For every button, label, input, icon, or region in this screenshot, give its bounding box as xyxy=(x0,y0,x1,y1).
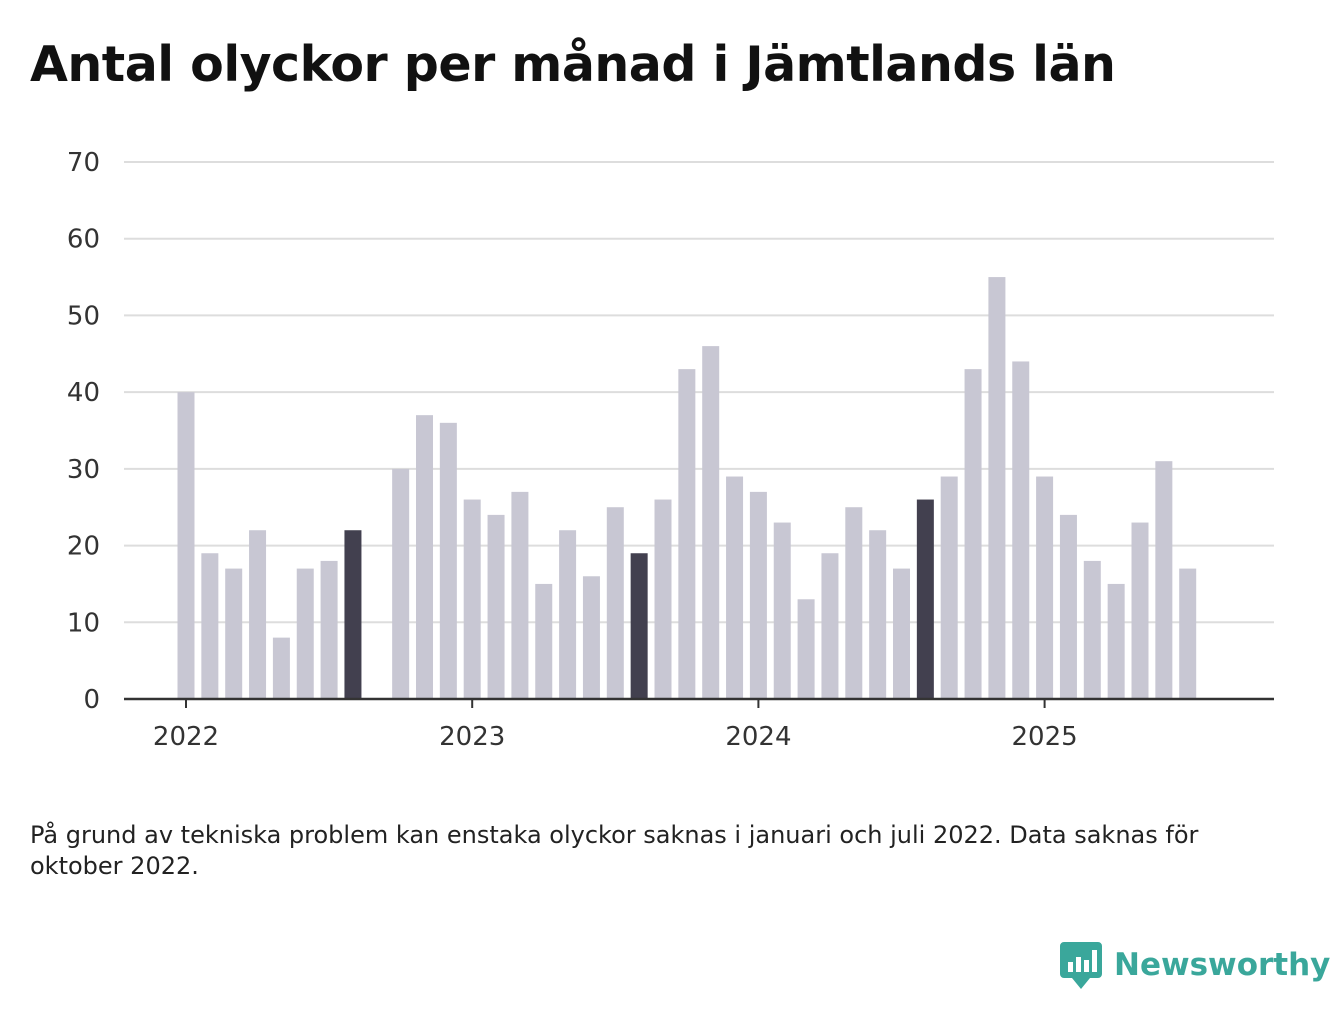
y-tick-label: 50 xyxy=(67,301,100,331)
y-tick-label: 70 xyxy=(67,148,100,178)
bar-2023-01 xyxy=(463,499,481,699)
bar-2022-10 xyxy=(392,468,410,699)
bar-2023-02 xyxy=(487,514,505,699)
bar-2024-12 xyxy=(1012,361,1030,699)
brand: Newsworthy xyxy=(1060,940,1330,990)
bar-2024-09 xyxy=(940,476,958,699)
bar-2025-06 xyxy=(1155,461,1173,699)
bar-2023-03 xyxy=(511,491,529,699)
bar-2025-01 xyxy=(1036,476,1054,699)
bar-2022-03 xyxy=(225,568,243,699)
bar-2023-11 xyxy=(702,346,720,699)
bar-chart: 0 10 20 30 40 50 60 70 2022 2023 2024 2025 17 xyxy=(67,0,1274,752)
bars xyxy=(177,277,1197,699)
bar-2022-07 xyxy=(320,560,338,699)
x-axis: 2022 2023 2024 2025 xyxy=(124,697,1274,752)
bar-2024-05 xyxy=(845,507,863,699)
bar-2023-07 xyxy=(606,507,624,699)
bar-2022-02 xyxy=(201,553,219,699)
bar-2024-08 xyxy=(916,499,934,699)
bar-2023-06 xyxy=(582,576,600,699)
bar-2023-04 xyxy=(535,583,553,699)
bar-2025-03 xyxy=(1083,560,1101,699)
y-tick-label: 0 xyxy=(83,685,100,715)
footnote: På grund av tekniska problem kan enstaka… xyxy=(30,821,1199,880)
bar-2025-05 xyxy=(1131,522,1149,699)
y-tick-label: 60 xyxy=(67,225,100,255)
bar-2024-01 xyxy=(749,491,767,699)
bar-2022-06 xyxy=(296,568,314,699)
data-label-latest: 17 xyxy=(1196,0,1228,6)
bar-2025-07 xyxy=(1179,568,1197,699)
bar-2022-05 xyxy=(272,637,290,699)
bar-2022-08 xyxy=(344,530,362,699)
bar-2024-10 xyxy=(964,369,982,699)
gridlines: 0 10 20 30 40 50 60 70 xyxy=(67,148,1274,715)
newsworthy-logo-icon xyxy=(1060,942,1102,989)
bar-2022-04 xyxy=(249,530,267,699)
y-tick-label: 10 xyxy=(67,608,100,638)
chart-title: Antal olyckor per månad i Jämtlands län xyxy=(30,36,1116,93)
bar-2024-02 xyxy=(773,522,791,699)
bar-2023-10 xyxy=(678,369,696,699)
bar-2023-05 xyxy=(559,530,577,699)
bar-2024-07 xyxy=(893,568,910,699)
x-tick-label: 2022 xyxy=(153,722,219,752)
bar-2025-04 xyxy=(1107,583,1125,699)
bar-2023-08 xyxy=(630,553,648,699)
bar-2023-09 xyxy=(654,499,672,699)
x-tick-label: 2023 xyxy=(439,722,505,752)
bar-2024-03 xyxy=(797,599,815,699)
x-tick-label: 2024 xyxy=(725,722,791,752)
bar-2025-02 xyxy=(1059,514,1077,699)
data-labels: 17 xyxy=(1196,0,1228,6)
y-tick-label: 30 xyxy=(67,455,100,485)
bar-2022-01 xyxy=(177,392,195,699)
bar-2022-11 xyxy=(416,415,433,699)
bar-2024-11 xyxy=(988,277,1006,699)
y-tick-label: 40 xyxy=(67,378,100,408)
bar-2024-06 xyxy=(869,530,887,699)
x-tick-label: 2025 xyxy=(1012,722,1078,752)
y-tick-label: 20 xyxy=(67,532,100,562)
bar-2024-04 xyxy=(821,553,839,699)
bar-2023-12 xyxy=(726,476,744,699)
brand-name: Newsworthy xyxy=(1114,947,1331,983)
bar-2022-12 xyxy=(439,422,457,699)
